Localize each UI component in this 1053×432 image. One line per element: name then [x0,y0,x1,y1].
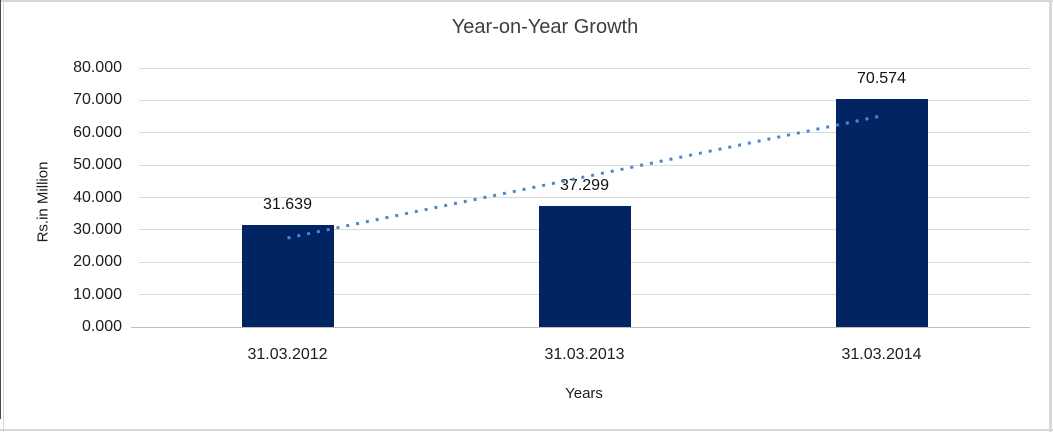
bar [241,224,334,327]
bar-value-label: 37.299 [560,177,609,195]
x-tick-label: 31.03.2012 [247,346,328,363]
y-tick-label: 50.000 [73,156,122,174]
y-tick-label: 30.000 [73,220,122,238]
y-tick-label: 60.000 [73,123,122,141]
y-tick-label: 70.000 [73,91,122,109]
bar [835,98,928,327]
bar-value-label: 31.639 [263,195,312,213]
bar [538,206,631,327]
x-axis-baseline [131,326,1030,328]
gridline [139,99,1030,101]
y-tick-label: 40.000 [73,188,122,206]
chart-title: Year-on-Year Growth [451,16,639,38]
x-tick-label: 31.03.2014 [841,346,922,363]
x-axis-title: Years [565,385,603,402]
frame-right-edge [1049,0,1052,432]
gridline [139,67,1030,69]
frame-top-edge [0,0,1053,2]
y-tick-label: 10.000 [73,285,122,303]
y-tick-label: 80.000 [73,59,122,76]
frame-bottom-edge [0,429,1053,431]
x-tick-label: 31.03.2013 [544,346,625,363]
y-tick-label: 20.000 [73,253,122,271]
page-edge-line [0,0,1,419]
frame-left-edge [3,0,4,432]
y-tick-label: 0.000 [81,318,122,335]
bar-value-label: 70.574 [857,69,906,87]
